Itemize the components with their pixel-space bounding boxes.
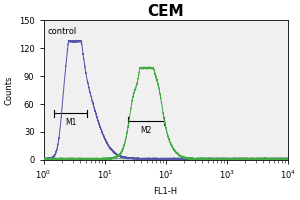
Title: CEM: CEM bbox=[147, 4, 184, 19]
Text: M1: M1 bbox=[65, 118, 77, 127]
Y-axis label: Counts: Counts bbox=[4, 75, 13, 105]
Text: M2: M2 bbox=[140, 126, 152, 135]
Text: control: control bbox=[47, 27, 76, 36]
X-axis label: FL1-H: FL1-H bbox=[154, 187, 178, 196]
